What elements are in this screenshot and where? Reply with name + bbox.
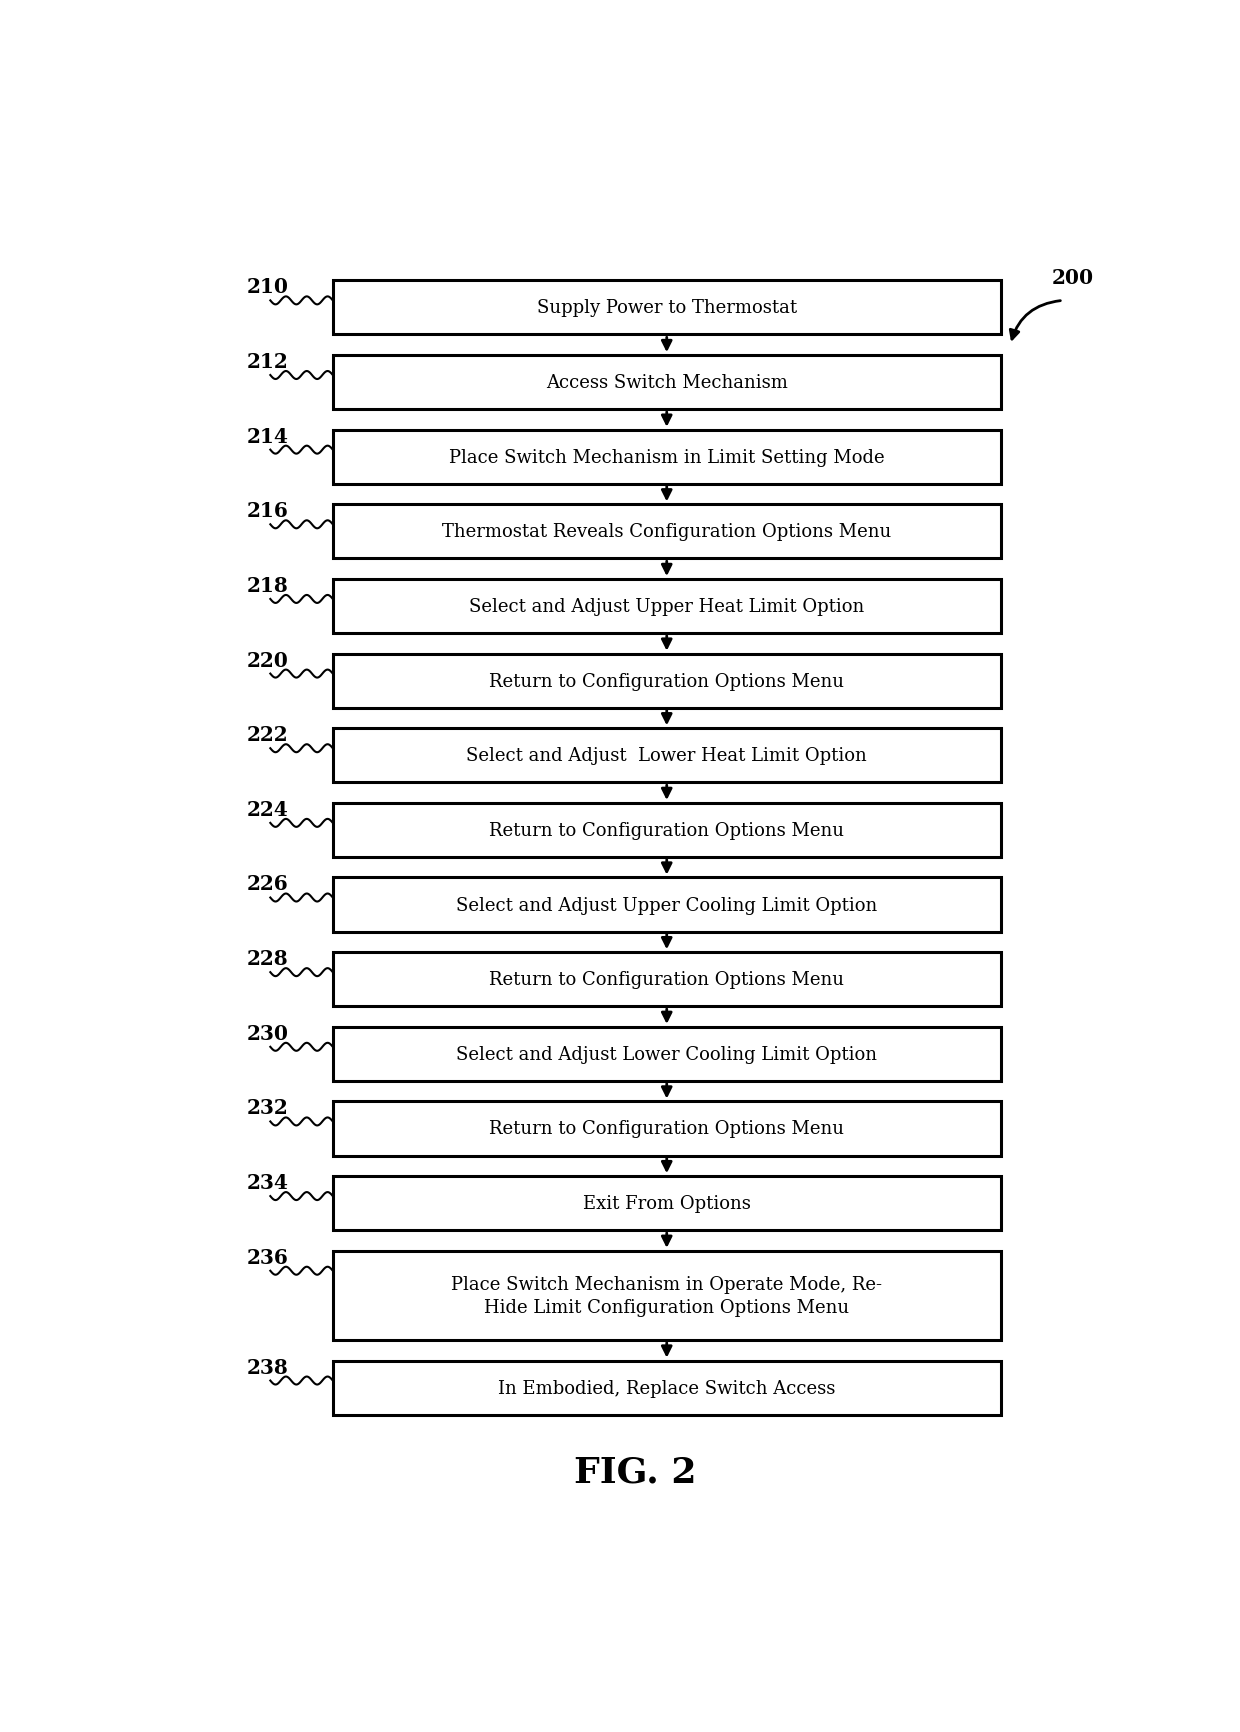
Text: 212: 212 bbox=[247, 352, 288, 372]
FancyBboxPatch shape bbox=[332, 1102, 1001, 1155]
FancyBboxPatch shape bbox=[332, 655, 1001, 708]
Text: 238: 238 bbox=[247, 1356, 288, 1377]
Text: 200: 200 bbox=[1052, 268, 1094, 288]
FancyBboxPatch shape bbox=[332, 1361, 1001, 1415]
Text: Access Switch Mechanism: Access Switch Mechanism bbox=[546, 374, 787, 391]
FancyBboxPatch shape bbox=[332, 1027, 1001, 1081]
Text: 230: 230 bbox=[247, 1024, 288, 1043]
Text: 210: 210 bbox=[247, 277, 288, 298]
Text: Select and Adjust Lower Cooling Limit Option: Select and Adjust Lower Cooling Limit Op… bbox=[456, 1044, 877, 1063]
Text: Place Switch Mechanism in Operate Mode, Re-
Hide Limit Configuration Options Men: Place Switch Mechanism in Operate Mode, … bbox=[451, 1275, 882, 1316]
Text: 214: 214 bbox=[247, 426, 288, 447]
Text: 218: 218 bbox=[247, 575, 288, 596]
FancyBboxPatch shape bbox=[332, 878, 1001, 932]
Text: Return to Configuration Options Menu: Return to Configuration Options Menu bbox=[490, 821, 844, 840]
FancyBboxPatch shape bbox=[332, 580, 1001, 634]
FancyBboxPatch shape bbox=[332, 953, 1001, 1006]
Text: 232: 232 bbox=[247, 1098, 288, 1117]
Text: FIG. 2: FIG. 2 bbox=[574, 1455, 697, 1490]
Text: Select and Adjust Upper Cooling Limit Option: Select and Adjust Upper Cooling Limit Op… bbox=[456, 895, 878, 914]
Text: 224: 224 bbox=[247, 800, 288, 819]
FancyBboxPatch shape bbox=[332, 281, 1001, 336]
FancyBboxPatch shape bbox=[332, 355, 1001, 410]
Text: Return to Configuration Options Menu: Return to Configuration Options Menu bbox=[490, 672, 844, 691]
Text: Select and Adjust  Lower Heat Limit Option: Select and Adjust Lower Heat Limit Optio… bbox=[466, 746, 867, 766]
Text: 216: 216 bbox=[247, 501, 288, 521]
Text: Select and Adjust Upper Heat Limit Option: Select and Adjust Upper Heat Limit Optio… bbox=[469, 598, 864, 615]
Text: 220: 220 bbox=[247, 650, 288, 670]
Text: Return to Configuration Options Menu: Return to Configuration Options Menu bbox=[490, 970, 844, 989]
Text: 228: 228 bbox=[247, 949, 288, 968]
Text: In Embodied, Replace Switch Access: In Embodied, Replace Switch Access bbox=[498, 1379, 836, 1396]
FancyBboxPatch shape bbox=[332, 506, 1001, 559]
Text: Return to Configuration Options Menu: Return to Configuration Options Menu bbox=[490, 1121, 844, 1138]
Text: Exit From Options: Exit From Options bbox=[583, 1195, 750, 1212]
Text: 222: 222 bbox=[247, 724, 288, 745]
Text: 236: 236 bbox=[247, 1247, 288, 1268]
Text: Place Switch Mechanism in Limit Setting Mode: Place Switch Mechanism in Limit Setting … bbox=[449, 449, 884, 466]
FancyBboxPatch shape bbox=[332, 1251, 1001, 1341]
FancyBboxPatch shape bbox=[332, 729, 1001, 783]
FancyBboxPatch shape bbox=[332, 1176, 1001, 1230]
Text: Thermostat Reveals Configuration Options Menu: Thermostat Reveals Configuration Options… bbox=[443, 523, 892, 540]
FancyBboxPatch shape bbox=[332, 430, 1001, 485]
Text: 226: 226 bbox=[247, 875, 288, 894]
FancyBboxPatch shape bbox=[332, 804, 1001, 857]
Text: Supply Power to Thermostat: Supply Power to Thermostat bbox=[537, 300, 797, 317]
Text: 234: 234 bbox=[247, 1173, 288, 1192]
